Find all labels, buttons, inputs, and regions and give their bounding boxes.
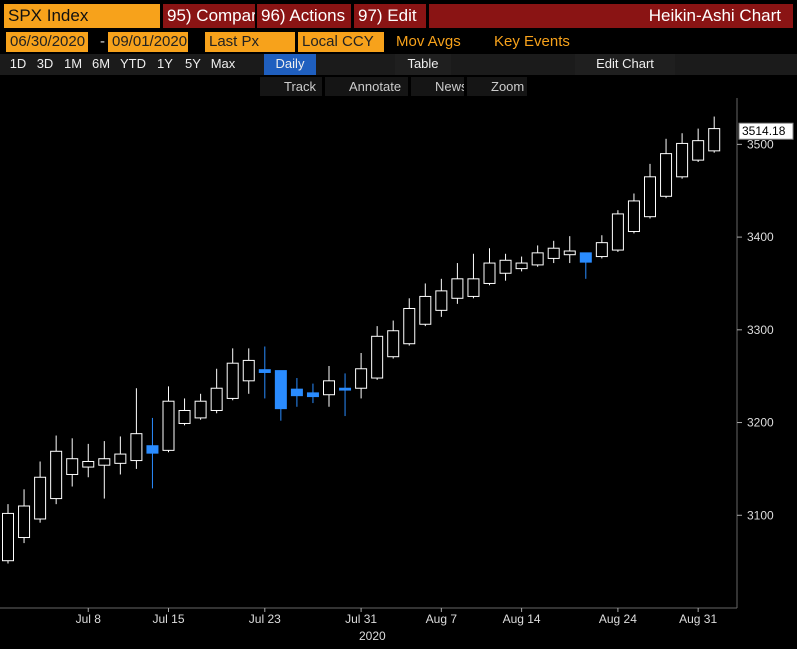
period-button[interactable]: 1M (63, 56, 83, 71)
candle-body (355, 368, 368, 389)
candle-body (708, 128, 721, 152)
candle-body (595, 242, 608, 258)
tool-button[interactable]: Zoom (467, 77, 527, 96)
x-tick-label: Aug 7 (426, 612, 458, 626)
candle-body (435, 290, 448, 311)
chart: 3100 3200 3300 3400 3500 Jul 8 Jul 15 Jul 23 Jul… (0, 98, 794, 643)
compare-button[interactable]: 95) Compare (163, 4, 255, 28)
y-tick-label: 3400 (747, 230, 774, 244)
candle-body (547, 247, 560, 259)
table-button[interactable]: Table (395, 54, 451, 75)
date-separator: - (100, 33, 105, 50)
x-tick-label: Aug 31 (679, 612, 717, 626)
candle-body (50, 450, 63, 500)
last-value-label: 3514.18 (742, 124, 786, 138)
candle-body (258, 369, 271, 373)
candle-body (419, 295, 432, 325)
candle-body (194, 400, 207, 419)
candle-body (82, 460, 95, 468)
y-tick-label: 3100 (747, 508, 774, 522)
end-date[interactable]: 09/01/2020 (108, 32, 188, 52)
period-button[interactable]: Max (210, 56, 236, 71)
candle-body (66, 458, 79, 475)
candle-body (467, 278, 480, 297)
candle-body (563, 250, 576, 256)
y-tick-label: 3200 (747, 416, 774, 430)
tool-button[interactable]: Annotate (325, 77, 408, 96)
candle-body (531, 252, 544, 266)
candle-body (130, 433, 143, 462)
tool-button[interactable]: News (411, 77, 464, 96)
candle-body (162, 400, 175, 451)
candle-body (242, 359, 255, 382)
start-date[interactable]: 06/30/2020 (6, 32, 88, 52)
candle-body (579, 252, 592, 263)
candle-body (644, 176, 656, 218)
edit-chart-button[interactable]: Edit Chart (575, 54, 675, 75)
x-tick-label: Jul 31 (345, 612, 377, 626)
y-tick-label: 3500 (747, 137, 774, 151)
candle-body (499, 259, 512, 274)
period-button[interactable]: 1Y (157, 56, 173, 71)
period-button[interactable]: 1D (9, 56, 27, 71)
x-tick-label: Aug 14 (503, 612, 541, 626)
mov-avgs[interactable]: Mov Avgs (396, 33, 461, 50)
currency-field[interactable]: Local CCY (298, 32, 384, 52)
last-value-tag (738, 122, 794, 140)
candle-body (611, 213, 624, 251)
x-axis-year: 2020 (359, 629, 386, 643)
period-button[interactable]: 5Y (185, 56, 201, 71)
candle-body (660, 153, 673, 197)
key-events[interactable]: Key Events (494, 33, 570, 50)
candle-body (290, 388, 303, 397)
actions-button[interactable]: 96) Actions (257, 4, 351, 28)
candle-body (403, 307, 416, 345)
candle-body (323, 380, 335, 396)
x-tick-label: Jul 15 (152, 612, 184, 626)
security-field[interactable]: SPX Index (4, 4, 160, 28)
candle-body (627, 200, 640, 233)
edit-button[interactable]: 97) Edit (354, 4, 426, 28)
candle-body (371, 335, 384, 379)
period-button[interactable]: 3D (36, 56, 54, 71)
candle-body (274, 370, 287, 410)
candle-body (387, 330, 400, 358)
period-button[interactable]: YTD (120, 56, 146, 71)
x-tick-label: Aug 24 (599, 612, 637, 626)
candle-body (483, 262, 496, 284)
candle-body (34, 476, 47, 520)
x-tick-label: Jul 23 (249, 612, 281, 626)
candle-body (98, 458, 111, 466)
x-tick-label: Jul 8 (76, 612, 102, 626)
candle-body (2, 512, 14, 562)
frequency-button[interactable]: Daily (264, 54, 316, 75)
candle-body (210, 387, 223, 411)
candle-body (339, 387, 352, 391)
period-button[interactable]: 6M (91, 56, 111, 71)
candle-body (451, 278, 464, 299)
chart-name: Heikin-Ashi Chart (429, 4, 793, 28)
candle-body (515, 262, 528, 270)
candle-body (114, 453, 127, 464)
tool-button[interactable]: Track (260, 77, 322, 96)
candle-body (18, 505, 31, 539)
candle-body (146, 445, 159, 454)
y-tick-label: 3300 (747, 323, 774, 337)
candle-body (306, 392, 319, 398)
candle-body (226, 362, 239, 399)
candle-body (692, 140, 705, 161)
candle-body (178, 409, 191, 424)
candle-body (676, 142, 689, 178)
price-field[interactable]: Last Px (205, 32, 295, 52)
